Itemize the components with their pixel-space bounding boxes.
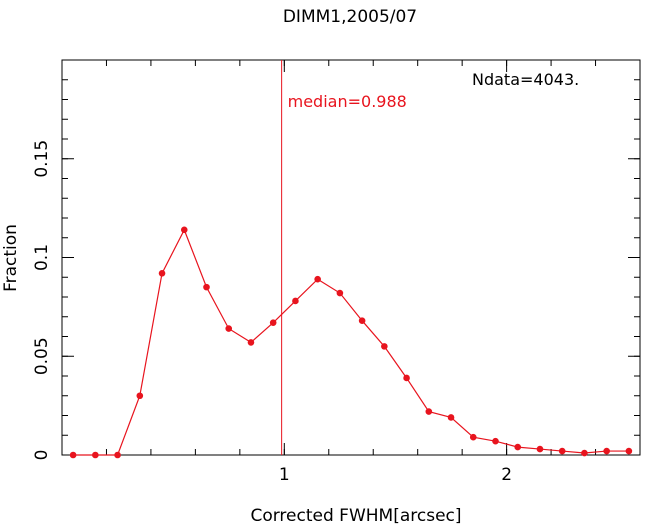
series-line bbox=[73, 228, 629, 456]
ndata-annotation: Ndata=4043. bbox=[472, 70, 579, 89]
data-point bbox=[447, 414, 455, 421]
data-point bbox=[358, 317, 366, 325]
y-tick-label: 0.05 bbox=[32, 337, 52, 375]
data-point bbox=[581, 449, 588, 457]
plot-frame bbox=[61, 59, 641, 456]
data-point bbox=[314, 275, 321, 283]
data-point bbox=[536, 445, 544, 453]
x-tick-label: 2 bbox=[501, 465, 512, 485]
data-point bbox=[69, 451, 77, 459]
data-point bbox=[136, 392, 144, 400]
y-tick-label: 0.1 bbox=[32, 244, 52, 271]
data-point bbox=[180, 226, 188, 234]
data-point bbox=[92, 451, 99, 459]
x-tick-label: 1 bbox=[279, 465, 290, 485]
median-label: median=0.988 bbox=[288, 92, 407, 111]
chart-title: DIMM1,2005/07 bbox=[283, 7, 417, 27]
data-point bbox=[625, 447, 633, 455]
data-point bbox=[114, 451, 121, 459]
data-point bbox=[158, 270, 166, 277]
axis-ticks: 1 2 0 0.05 0.1 0.15 bbox=[32, 59, 641, 485]
data-point bbox=[225, 325, 233, 332]
data-point bbox=[336, 289, 344, 297]
data-point bbox=[469, 433, 477, 441]
data-point bbox=[269, 319, 277, 326]
data-point bbox=[203, 283, 210, 291]
data-point bbox=[247, 339, 255, 346]
data-point bbox=[603, 447, 610, 455]
y-tick-label: 0 bbox=[32, 450, 52, 461]
data-point bbox=[292, 297, 299, 305]
data-point bbox=[425, 408, 433, 415]
data-point bbox=[514, 443, 522, 451]
y-axis-label: Fraction bbox=[1, 224, 21, 292]
data-point bbox=[403, 374, 410, 382]
x-axis-label: Corrected FWHM[arcsec] bbox=[250, 506, 461, 526]
median-group: median=0.988 bbox=[281, 60, 407, 455]
y-tick-label: 0.15 bbox=[32, 140, 52, 178]
series-group bbox=[69, 226, 633, 459]
data-point bbox=[558, 447, 566, 455]
data-point bbox=[492, 437, 499, 445]
data-point bbox=[381, 343, 388, 350]
